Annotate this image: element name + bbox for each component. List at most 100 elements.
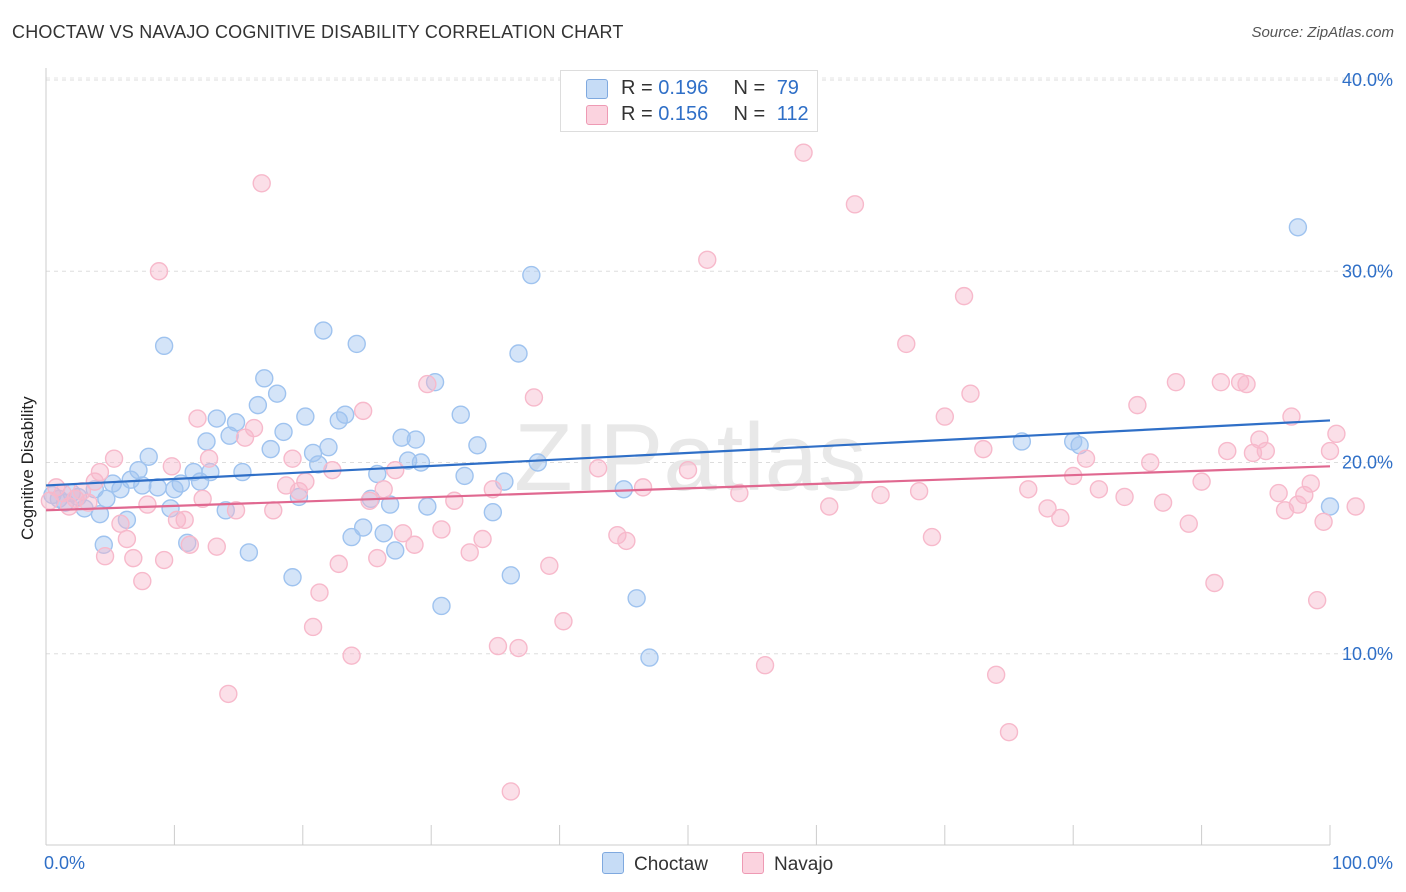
data-point-navajo (554, 612, 573, 631)
data-point-choctaw (335, 405, 355, 424)
data-point-navajo (961, 384, 980, 403)
data-point-navajo (1307, 591, 1327, 610)
data-point-choctaw (197, 432, 216, 451)
data-point-navajo (95, 547, 115, 566)
data-point-navajo (445, 491, 464, 510)
data-point-choctaw (255, 369, 274, 388)
data-point-navajo (303, 617, 323, 637)
legend-n-value: 112 (776, 103, 809, 125)
data-points (40, 143, 1365, 801)
data-point-navajo (633, 478, 653, 497)
legend-item-choctaw[interactable]: Choctaw (602, 852, 708, 876)
data-point-choctaw (432, 596, 451, 616)
data-point-navajo (342, 646, 361, 665)
data-point-navajo (509, 638, 528, 658)
data-point-navajo (698, 250, 717, 269)
y-tick-labels: 10.0% 20.0% 30.0% 40.0% (1342, 70, 1393, 664)
data-point-choctaw (509, 344, 528, 363)
data-point-choctaw (161, 499, 180, 518)
data-point-navajo (954, 286, 974, 306)
data-point-navajo (1282, 407, 1301, 426)
data-point-navajo (897, 334, 916, 354)
data-point-navajo (608, 525, 627, 545)
data-point-choctaw (139, 447, 158, 466)
data-point-navajo (296, 472, 315, 491)
data-point-choctaw (418, 497, 437, 516)
data-point-choctaw (283, 568, 302, 587)
data-point-navajo (289, 481, 309, 501)
data-point-navajo (1019, 480, 1038, 499)
legend-r-value: 0.156 (658, 103, 709, 125)
data-point-navajo (374, 480, 393, 499)
data-point-navajo (794, 143, 813, 162)
data-point-choctaw (451, 405, 470, 424)
data-point-choctaw (90, 504, 110, 524)
y-tick-label: 10.0% (1342, 644, 1393, 664)
data-point-navajo (1288, 495, 1308, 514)
legend-item-navajo[interactable]: Navajo (742, 852, 833, 876)
data-point-navajo (617, 531, 636, 551)
data-point-navajo (180, 535, 200, 554)
legend-n-label: N = (733, 103, 771, 125)
data-point-navajo (117, 529, 137, 549)
data-point-navajo (133, 571, 152, 591)
data-point-navajo (111, 514, 130, 533)
data-point-navajo (460, 543, 479, 562)
data-point-navajo (386, 460, 405, 480)
data-point-choctaw (239, 543, 259, 562)
data-point-navajo (154, 550, 174, 570)
data-point-navajo (1128, 395, 1147, 415)
data-point-navajo (418, 374, 437, 394)
data-point-navajo (1179, 514, 1198, 533)
data-point-navajo (678, 460, 698, 480)
data-point-navajo (483, 480, 503, 499)
data-point-navajo (1115, 487, 1134, 507)
data-point-navajo (1205, 573, 1224, 593)
data-point-navajo (188, 409, 207, 428)
data-point-navajo (1218, 441, 1237, 461)
data-point-navajo (353, 401, 373, 421)
data-point-choctaw (353, 518, 373, 537)
data-point-navajo (244, 418, 264, 438)
data-point-navajo (252, 174, 271, 193)
data-point-navajo (329, 554, 348, 574)
data-point-navajo (104, 449, 124, 468)
data-point-navajo (138, 495, 157, 514)
data-point-navajo (1320, 441, 1340, 461)
source-label: Source: ZipAtlas.com (1251, 24, 1394, 41)
data-point-navajo (1192, 472, 1211, 491)
data-point-navajo (588, 459, 608, 478)
data-point-choctaw (314, 321, 333, 340)
legend-swatch-navajo (586, 105, 608, 125)
data-point-navajo (226, 501, 246, 520)
data-point-choctaw (216, 501, 235, 520)
data-point-navajo (1237, 374, 1256, 394)
data-point-choctaw (129, 460, 148, 480)
data-point-navajo (393, 524, 413, 543)
data-point-navajo (193, 489, 212, 509)
y-tick-label: 30.0% (1342, 261, 1393, 281)
x-tick-label: 0.0% (44, 853, 85, 873)
data-point-choctaw (522, 265, 541, 285)
data-point-choctaw (319, 438, 338, 457)
trend-line-navajo (45, 465, 1331, 512)
data-point-choctaw (411, 453, 431, 472)
legend-swatch-choctaw (602, 852, 624, 874)
data-point-navajo (935, 407, 954, 426)
data-point-navajo (755, 656, 775, 675)
data-point-navajo (922, 527, 942, 547)
watermark: ZIPatlas (514, 404, 866, 511)
data-point-navajo (1256, 441, 1276, 461)
data-point-navajo (999, 722, 1019, 742)
data-point-choctaw (483, 503, 503, 522)
series-legend: Choctaw Navajo (0, 852, 1406, 878)
data-point-navajo (405, 535, 424, 554)
legend-r-label: R = (621, 77, 659, 99)
data-point-navajo (524, 388, 544, 407)
axes (45, 68, 1331, 846)
data-point-choctaw (261, 439, 280, 459)
data-point-navajo (175, 510, 194, 530)
data-point-navajo (871, 485, 890, 505)
legend-swatch-choctaw (586, 79, 608, 99)
